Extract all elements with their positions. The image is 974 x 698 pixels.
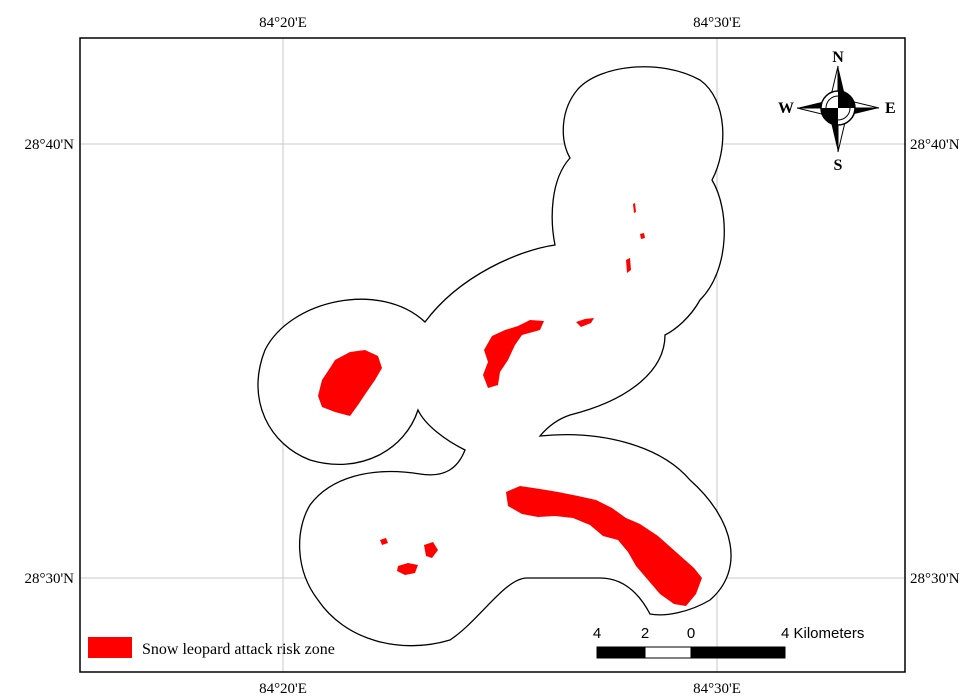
scale-label-kilometers: 4 Kilometers <box>781 625 864 642</box>
scale-label-0: 0 <box>687 625 695 642</box>
scale-label-2: 2 <box>641 625 649 642</box>
compass-east: E <box>885 100 896 117</box>
risk-patch-small-2 <box>626 258 631 273</box>
compass-south: S <box>834 157 843 174</box>
coord-top-left: 84°20'E <box>259 15 307 31</box>
coord-left-bottom: 28°30'N <box>24 571 74 587</box>
risk-patch-south-3 <box>380 538 388 545</box>
risk-patch-southeast <box>506 486 702 606</box>
coord-right-bottom: 28°30'N <box>910 571 960 587</box>
compass-rose-icon: N S E W <box>778 49 896 174</box>
coord-bottom-right: 84°30'E <box>693 681 741 697</box>
coord-bottom-left: 84°20'E <box>259 681 307 697</box>
scale-bar: 4 2 0 4 Kilometers <box>593 625 864 659</box>
compass-west: W <box>778 100 794 117</box>
risk-patch-south-2 <box>397 563 418 575</box>
map-frame <box>79 37 906 673</box>
risk-patch-small-1 <box>576 318 594 327</box>
risk-patch-small-3 <box>633 203 636 213</box>
scale-label-4: 4 <box>593 625 601 642</box>
risk-patch-center <box>483 320 544 388</box>
coord-top-right: 84°30'E <box>693 15 741 31</box>
risk-patch-small-4 <box>640 233 645 239</box>
legend-label: Snow leopard attack risk zone <box>142 641 335 658</box>
legend: Snow leopard attack risk zone <box>88 637 335 658</box>
legend-swatch <box>88 637 132 658</box>
risk-zones <box>318 203 702 606</box>
coord-left-top: 28°40'N <box>24 137 74 153</box>
coord-right-top: 28°40'N <box>910 137 960 153</box>
compass-north: N <box>832 49 844 66</box>
risk-patch-south-1 <box>424 542 438 558</box>
risk-patch-west <box>318 350 382 416</box>
